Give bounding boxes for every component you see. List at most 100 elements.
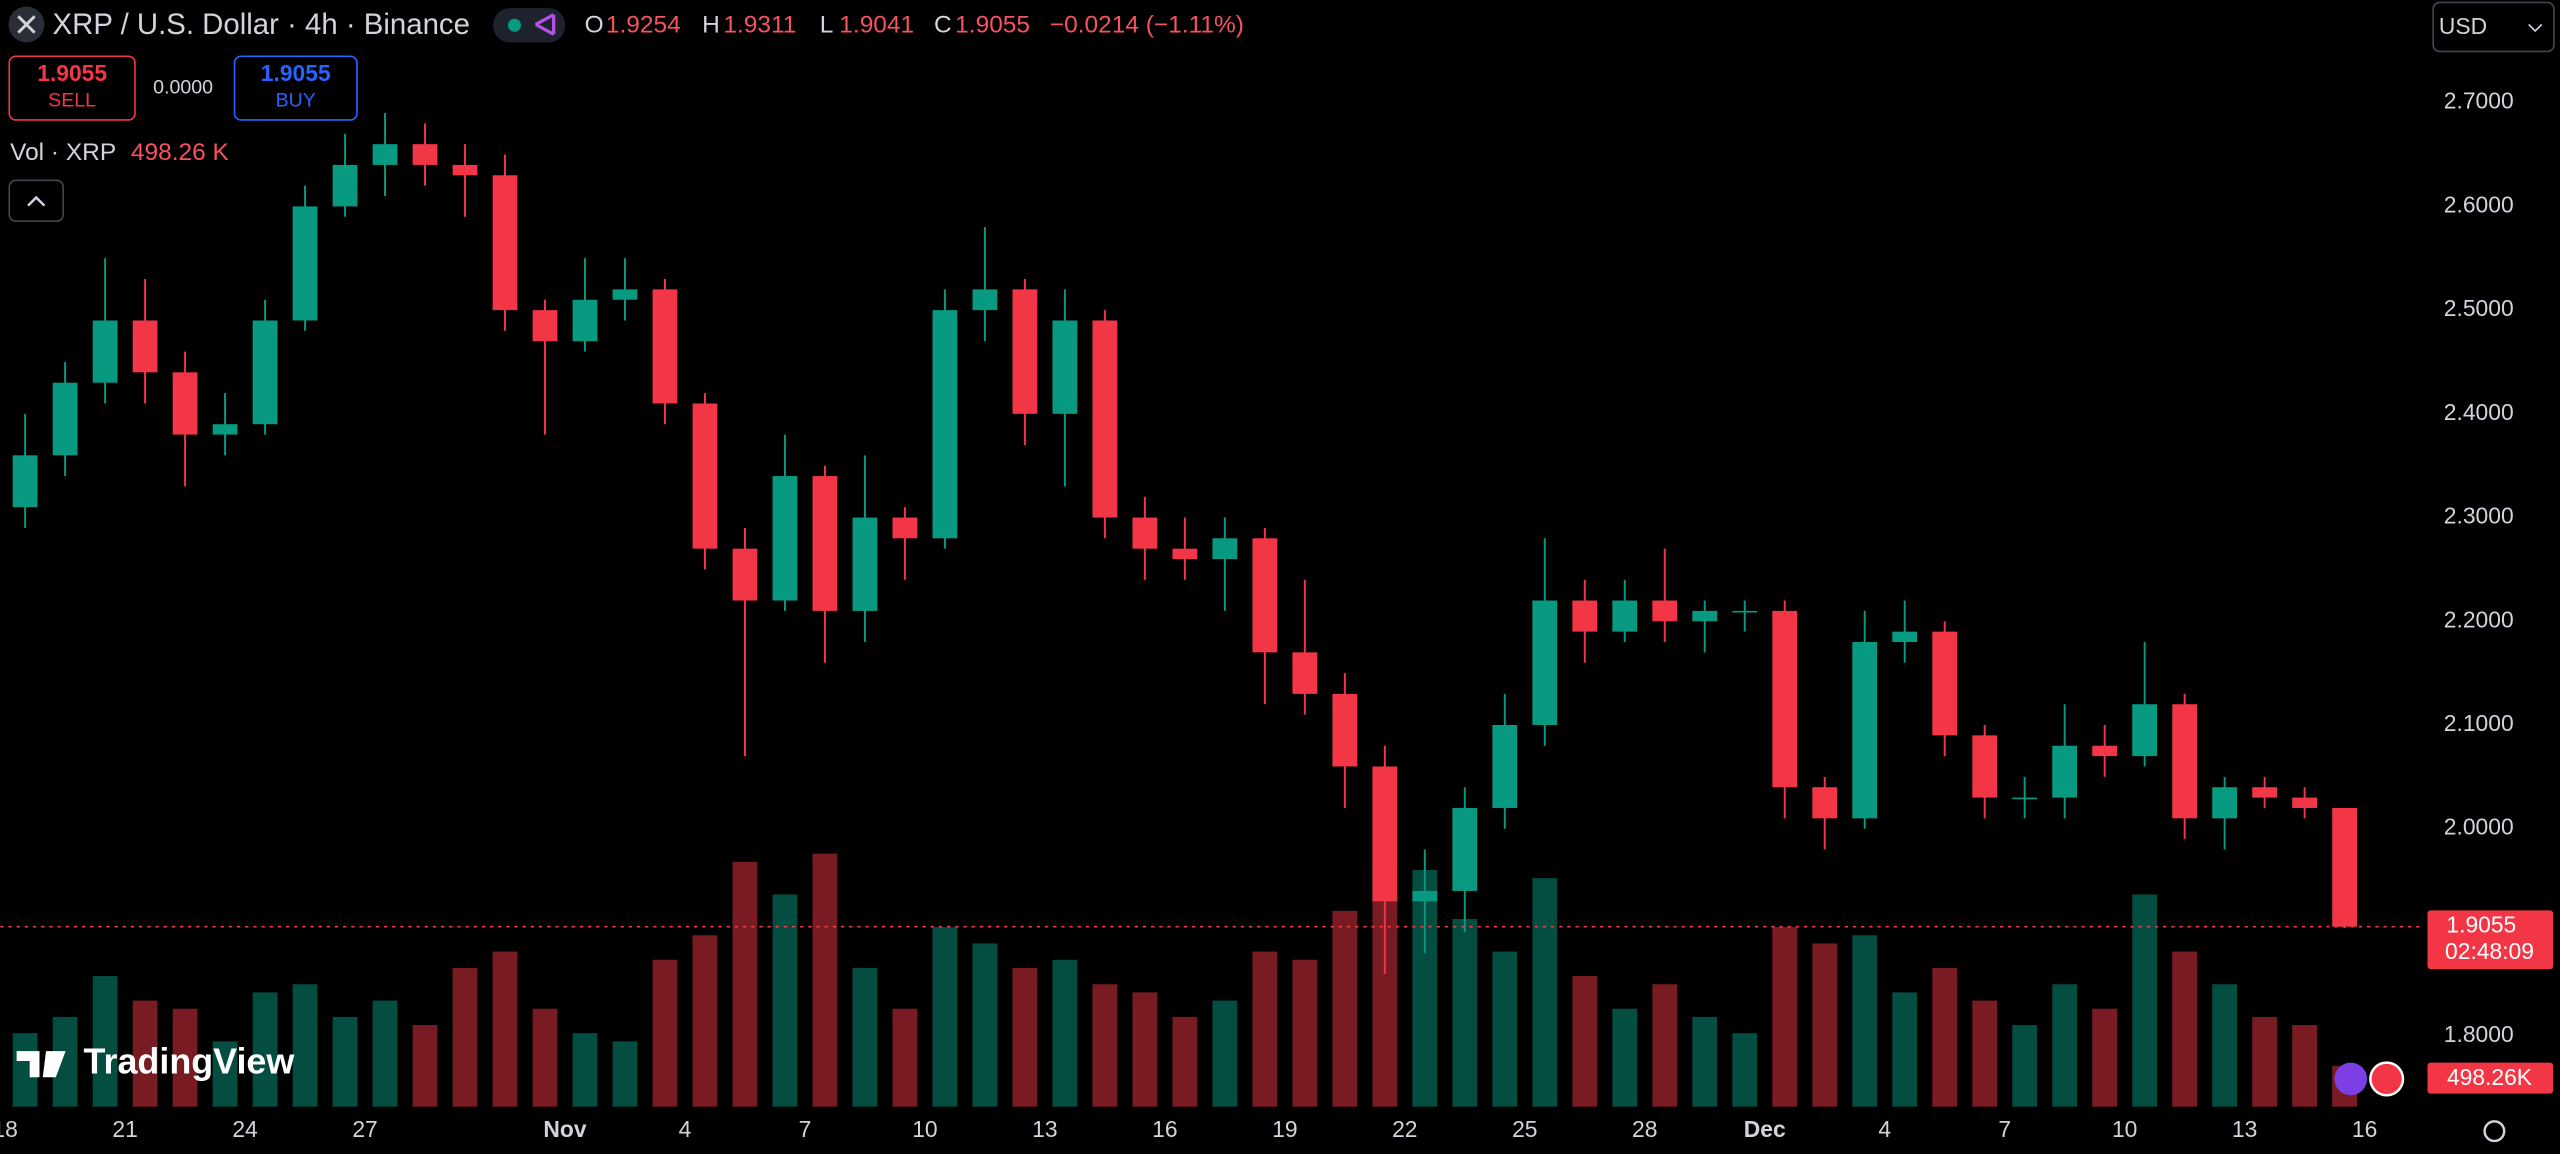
candle-body	[452, 164, 478, 176]
indicator-icon	[534, 13, 556, 36]
sell-button[interactable]	[8, 55, 136, 121]
y-tick-label: 2.4000	[2444, 399, 2514, 425]
candle-body	[1732, 610, 1758, 613]
volume-bar	[1292, 959, 1318, 1107]
candle-body	[1972, 735, 1998, 798]
candle-body	[852, 517, 878, 611]
candle-body	[932, 310, 958, 539]
flag-icon[interactable]	[2369, 1061, 2405, 1097]
volume-bar	[1612, 1008, 1638, 1107]
x-tick-label: 16	[1152, 1116, 1177, 1142]
x-tick-label: Dec	[1744, 1116, 1786, 1142]
y-tick-label: 2.7000	[2444, 88, 2514, 114]
volume-bar	[1332, 910, 1358, 1107]
buy-button[interactable]	[233, 55, 358, 121]
volume-legend-value: 498.26 K	[131, 139, 230, 166]
y-tick-label: 2.3000	[2444, 503, 2514, 529]
candle-body	[572, 299, 598, 342]
volume-bar	[612, 1041, 638, 1107]
candle-body	[172, 372, 198, 435]
volume-bar	[1892, 992, 1918, 1107]
volume-bar	[2292, 1025, 2318, 1107]
candle-body	[1172, 548, 1198, 560]
volume-bar	[932, 927, 958, 1107]
brand: TradingView	[84, 1042, 295, 1082]
buy-label: BUY	[276, 89, 316, 111]
volume-bar	[92, 976, 118, 1107]
candle-body	[2292, 797, 2318, 808]
sell-price: 1.9055	[37, 60, 107, 86]
candle-body	[1772, 610, 1798, 788]
candle-body	[1532, 600, 1558, 725]
currency-select[interactable]	[2432, 1, 2555, 53]
volume-bar	[1852, 935, 1878, 1107]
volume-bar	[1532, 878, 1558, 1107]
candle-body	[412, 144, 438, 165]
y-tick-label: 2.2000	[2444, 606, 2514, 632]
sell-label: SELL	[48, 89, 96, 111]
volume-bar	[772, 894, 798, 1107]
collapse-button[interactable]	[8, 179, 64, 222]
spread: 0.0000	[153, 76, 213, 98]
x-tick-label: 16	[2352, 1116, 2377, 1142]
candle-body	[132, 320, 158, 373]
candle-body	[972, 289, 998, 311]
candle-body	[692, 403, 718, 549]
price-tag-countdown: 02:48:09	[2445, 938, 2534, 964]
candle-body	[1332, 693, 1358, 767]
candle-body	[2132, 704, 2158, 757]
volume-bar	[892, 1008, 918, 1107]
volume-bar	[2172, 951, 2198, 1107]
y-tick-label: 1.8000	[2444, 1021, 2514, 1047]
ohlc-label: H	[702, 12, 720, 39]
candle-body	[2052, 745, 2078, 798]
candle-body	[1692, 610, 1718, 622]
volume-bar	[2252, 1016, 2278, 1107]
candle-body	[612, 289, 638, 300]
volume-bar	[532, 1008, 558, 1107]
candle-body	[2012, 797, 2038, 800]
volume-bar	[692, 935, 718, 1107]
volume-tag	[2427, 1062, 2554, 1094]
candle-body	[2092, 745, 2118, 757]
candle-body	[772, 476, 798, 601]
candle-body	[372, 144, 398, 165]
volume-bar	[492, 951, 518, 1107]
volume-bar	[1772, 927, 1798, 1107]
candle-body	[1132, 517, 1158, 549]
candle-body	[1652, 600, 1678, 622]
volume-bar	[1972, 1000, 1998, 1107]
volume-bar	[1932, 967, 1958, 1107]
x-tick-label: 7	[799, 1116, 812, 1142]
volume-bar	[1492, 951, 1518, 1107]
candle-body	[1292, 652, 1318, 694]
ohlc-label: O	[585, 12, 604, 39]
candle-body	[2252, 787, 2278, 798]
volume-bar	[852, 967, 878, 1107]
settings-button[interactable]	[2483, 1120, 2506, 1143]
volume-legend: Vol · XRP	[10, 139, 116, 166]
x-tick-label: 28	[1632, 1116, 1657, 1142]
x-tick-label: 13	[1032, 1116, 1057, 1142]
candle-body	[1412, 890, 1438, 902]
volume-bar	[1092, 984, 1118, 1107]
volume-bar	[1652, 984, 1678, 1107]
close-icon	[17, 15, 36, 34]
y-tick-label: 2.0000	[2444, 814, 2514, 840]
volume-bar	[2012, 1025, 2038, 1107]
y-tick-label: 2.6000	[2444, 191, 2514, 217]
volume-bar	[412, 1025, 438, 1107]
volume-bar	[1452, 918, 1478, 1107]
y-tick-label: 2.1000	[2444, 710, 2514, 736]
candle-body	[1012, 289, 1038, 414]
event-icon[interactable]	[2334, 1062, 2368, 1096]
x-tick-label: 24	[232, 1116, 258, 1142]
x-tick-label: 27	[352, 1116, 377, 1142]
volume-bar	[1812, 943, 1838, 1107]
candle-body	[2172, 704, 2198, 819]
ohlc-value: 1.9055	[955, 12, 1030, 39]
candle-body	[1612, 600, 1638, 632]
volume-tag-value: 498.26K	[2447, 1064, 2532, 1090]
buy-price: 1.9055	[261, 60, 331, 86]
